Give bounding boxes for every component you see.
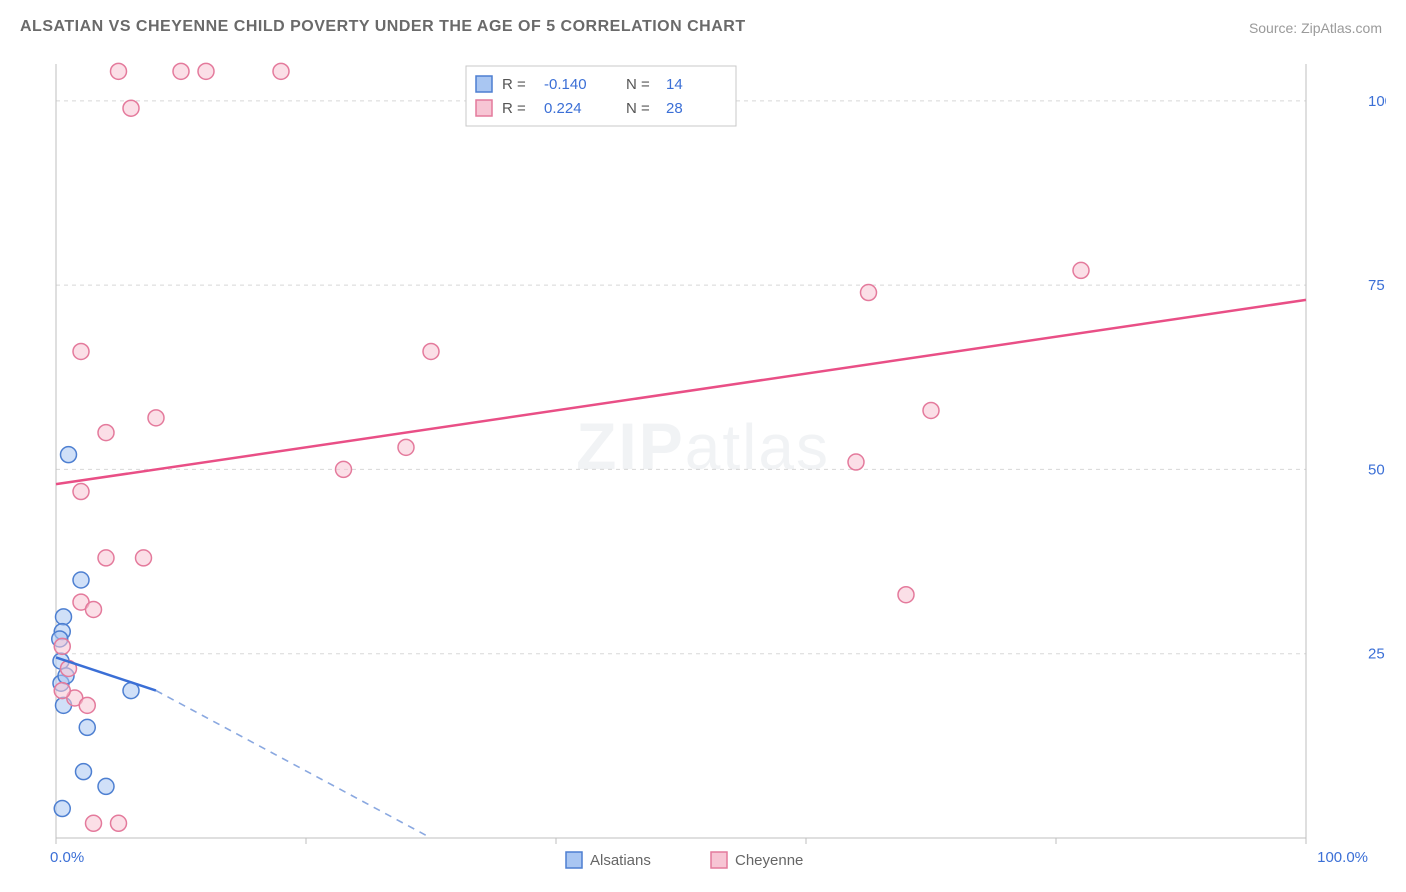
data-point [86,815,102,831]
correlation-legend [466,66,736,126]
data-point [136,550,152,566]
data-point [111,63,127,79]
data-point [111,815,127,831]
data-point [423,343,439,359]
data-point [398,439,414,455]
data-point [54,801,70,817]
data-point [198,63,214,79]
legend-n-value: 28 [666,100,683,117]
series-legend-label: Cheyenne [735,852,803,869]
data-point [76,764,92,780]
series-legend-swatch [566,852,582,868]
svg-text:N =: N = [626,76,650,93]
data-point [98,778,114,794]
x-tick-label-min: 0.0% [50,849,84,866]
data-point [73,343,89,359]
legend-r-value: -0.140 [544,76,587,93]
data-point [148,410,164,426]
data-point [848,454,864,470]
data-point [54,683,70,699]
data-point [123,100,139,116]
legend-r-value: 0.224 [544,100,582,117]
legend-swatch [476,76,492,92]
data-point [173,63,189,79]
chart-container: Child Poverty Under the Age of 5 25.0%50… [0,0,1406,892]
svg-text:N =: N = [626,100,650,117]
data-point [98,425,114,441]
svg-text:R =: R = [502,100,526,117]
data-point [73,484,89,500]
data-point [336,461,352,477]
data-point [861,285,877,301]
y-tick-label: 100.0% [1368,93,1386,110]
data-point [54,638,70,654]
y-tick-label: 75.0% [1368,277,1386,294]
data-point [86,601,102,617]
scatter-plot: 25.0% 50.0% 75.0% 100.0% 0.0% 100.0% R = -0.140… [46,60,1386,880]
data-point [273,63,289,79]
data-point [61,447,77,463]
data-point [79,697,95,713]
data-point [79,719,95,735]
y-tick-label: 25.0% [1368,646,1386,663]
data-point [923,402,939,418]
svg-text:R =: R = [502,76,526,93]
data-point [898,587,914,603]
data-point [98,550,114,566]
y-tick-label: 50.0% [1368,461,1386,478]
legend-swatch [476,100,492,116]
series-legend-swatch [711,852,727,868]
data-point [73,572,89,588]
data-point [56,609,72,625]
legend-n-value: 14 [666,76,683,93]
data-point [1073,262,1089,278]
x-tick-label-max: 100.0% [1317,849,1368,866]
series-legend-label: Alsatians [590,852,651,869]
